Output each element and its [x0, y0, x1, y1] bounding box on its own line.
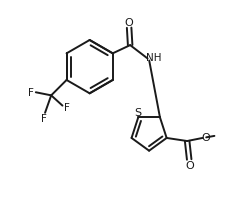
Text: F: F	[41, 113, 47, 123]
Text: S: S	[134, 108, 141, 118]
Text: O: O	[125, 18, 133, 28]
Text: NH: NH	[146, 53, 162, 63]
Text: F: F	[28, 87, 34, 97]
Text: O: O	[201, 133, 210, 143]
Text: F: F	[64, 103, 70, 113]
Text: O: O	[185, 160, 194, 170]
